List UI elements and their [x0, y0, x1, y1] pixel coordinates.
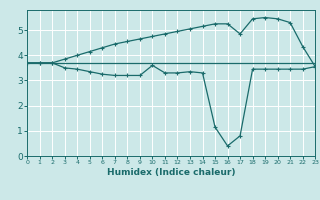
X-axis label: Humidex (Indice chaleur): Humidex (Indice chaleur) — [107, 168, 236, 177]
